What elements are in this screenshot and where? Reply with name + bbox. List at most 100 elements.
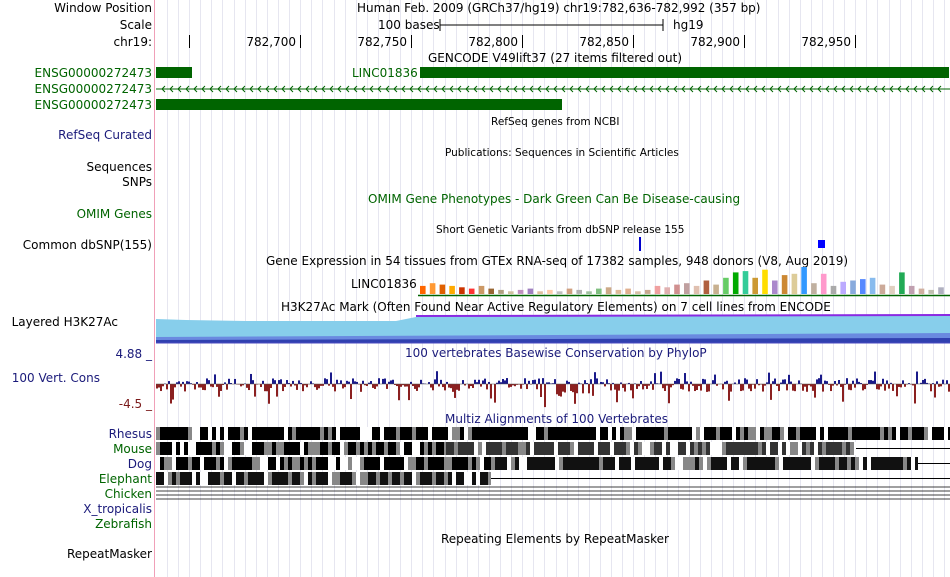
gtex-tissue-bar[interactable]: [908, 285, 915, 294]
species-dog[interactable]: Dog: [127, 457, 152, 471]
gene-label-1[interactable]: ENSG00000272473: [34, 66, 152, 80]
gtex-tissue-bar[interactable]: [566, 288, 573, 294]
species-xtropicalis[interactable]: X_tropicalis: [83, 502, 152, 516]
snp-marker[interactable]: [818, 240, 825, 248]
cons-bar: [932, 383, 934, 384]
cons-label[interactable]: 100 Vert. Cons: [11, 371, 100, 385]
gtex-tissue-bar[interactable]: [596, 288, 602, 294]
gtex-tissue-bar[interactable]: [713, 284, 719, 294]
gtex-tissue-bar[interactable]: [723, 277, 729, 294]
gtex-tissue-bar[interactable]: [674, 284, 680, 294]
gtex-tissue-bar[interactable]: [693, 285, 700, 294]
gtex-tissue-bar[interactable]: [547, 289, 553, 294]
gtex-tissue-bar[interactable]: [938, 287, 944, 295]
omim-label[interactable]: OMIM Genes: [76, 207, 152, 221]
species-mouse[interactable]: Mouse: [113, 442, 152, 456]
conservation-signal[interactable]: [156, 360, 950, 412]
gene-label-2[interactable]: ENSG00000272473: [34, 82, 152, 96]
cons-bar: [644, 384, 646, 386]
gtex-tissue-bar[interactable]: [928, 289, 934, 294]
gtex-tissue-bar[interactable]: [664, 287, 670, 295]
gtex-gene-label[interactable]: LINC01836: [351, 277, 417, 291]
gtex-tissue-bar[interactable]: [508, 291, 514, 294]
cons-bar: [156, 384, 158, 389]
gene-exon[interactable]: [420, 67, 949, 78]
gtex-tissue-bar[interactable]: [537, 291, 543, 294]
gtex-tissue-bar[interactable]: [635, 291, 641, 294]
cons-bar: [392, 379, 394, 384]
gtex-tissue-bar[interactable]: [556, 291, 563, 294]
species-rhesus[interactable]: Rhesus: [108, 427, 152, 441]
multiz-alignments[interactable]: [156, 425, 950, 540]
gtex-tissue-bar[interactable]: [762, 269, 768, 294]
cons-bar: [774, 378, 776, 384]
gene-name-label[interactable]: LINC01836: [352, 66, 418, 80]
gtex-tissue-bar[interactable]: [644, 289, 651, 294]
gtex-tissue-bar[interactable]: [732, 272, 739, 294]
gtex-tissue-bar[interactable]: [781, 275, 788, 294]
alignment-block: [176, 472, 180, 485]
gtex-tissue-bar[interactable]: [791, 273, 798, 295]
gtex-tissue-bar[interactable]: [517, 289, 524, 294]
gtex-tissue-bar[interactable]: [615, 289, 622, 294]
cons-bar: [880, 384, 882, 387]
cons-bar: [534, 379, 536, 384]
alignment-block: [815, 457, 819, 470]
gtex-tissue-bar[interactable]: [498, 289, 504, 294]
sequences-label[interactable]: Sequences: [86, 160, 152, 174]
gtex-tissue-bar[interactable]: [830, 285, 837, 294]
cons-bar: [734, 382, 736, 384]
gtex-tissue-bar[interactable]: [684, 283, 690, 294]
refseq-label[interactable]: RefSeq Curated: [58, 128, 152, 142]
gtex-tissue-bar[interactable]: [429, 283, 436, 294]
gtex-tissue-bar[interactable]: [459, 287, 465, 295]
cons-bar: [462, 380, 464, 384]
gtex-tissue-bar[interactable]: [625, 288, 631, 294]
gtex-tissue-bar[interactable]: [420, 285, 426, 294]
gtex-tissue-bar[interactable]: [576, 289, 582, 294]
gtex-expression-bars[interactable]: [418, 266, 950, 298]
gtex-tissue-bar[interactable]: [703, 280, 710, 295]
gtex-tissue-bar[interactable]: [488, 288, 494, 294]
gtex-tissue-bar[interactable]: [478, 285, 485, 294]
gtex-tissue-bar[interactable]: [889, 285, 895, 294]
gene-exon[interactable]: [156, 99, 562, 110]
species-elephant[interactable]: Elephant: [98, 472, 152, 486]
species-chicken[interactable]: Chicken: [104, 487, 152, 501]
gtex-tissue-bar[interactable]: [605, 287, 612, 295]
cons-bar: [166, 384, 168, 390]
gtex-tissue-bar[interactable]: [586, 291, 592, 294]
cons-bar: [508, 384, 510, 388]
gtex-tissue-bar[interactable]: [899, 272, 905, 294]
gtex-tissue-bar[interactable]: [811, 283, 817, 294]
gtex-tissue-bar[interactable]: [439, 284, 446, 294]
gtex-tissue-bar[interactable]: [850, 280, 856, 295]
gtex-tissue-bar[interactable]: [772, 280, 778, 295]
cons-bar: [370, 381, 372, 384]
gtex-tissue-bar[interactable]: [468, 288, 475, 294]
h3k27ac-signal[interactable]: [156, 313, 950, 345]
gene-label-3[interactable]: ENSG00000272473: [34, 98, 152, 112]
gene-intron-line[interactable]: [156, 82, 950, 96]
gtex-tissue-bar[interactable]: [820, 273, 827, 295]
repeatmasker-label[interactable]: RepeatMasker: [66, 547, 152, 561]
gtex-tissue-bar[interactable]: [654, 285, 661, 294]
snp-marker[interactable]: [639, 237, 641, 251]
alignment-block: [568, 427, 572, 440]
gtex-tissue-bar[interactable]: [879, 284, 886, 294]
gene-exon[interactable]: [156, 67, 192, 78]
dbsnp-label[interactable]: Common dbSNP(155): [22, 238, 152, 252]
h3k27ac-label[interactable]: Layered H3K27Ac: [11, 315, 118, 329]
gtex-tissue-bar[interactable]: [449, 285, 455, 294]
gtex-tissue-bar[interactable]: [918, 288, 925, 294]
gtex-tissue-bar[interactable]: [869, 277, 876, 294]
gtex-tissue-bar[interactable]: [801, 267, 807, 294]
alignment-block: [484, 472, 488, 485]
gtex-tissue-bar[interactable]: [860, 279, 866, 294]
gtex-tissue-bar[interactable]: [752, 277, 758, 294]
species-zebrafish[interactable]: Zebrafish: [95, 517, 152, 531]
snps-label[interactable]: SNPs: [122, 175, 152, 189]
gtex-tissue-bar[interactable]: [840, 281, 846, 294]
gtex-tissue-bar[interactable]: [527, 288, 534, 294]
gtex-tissue-bar[interactable]: [742, 271, 749, 294]
